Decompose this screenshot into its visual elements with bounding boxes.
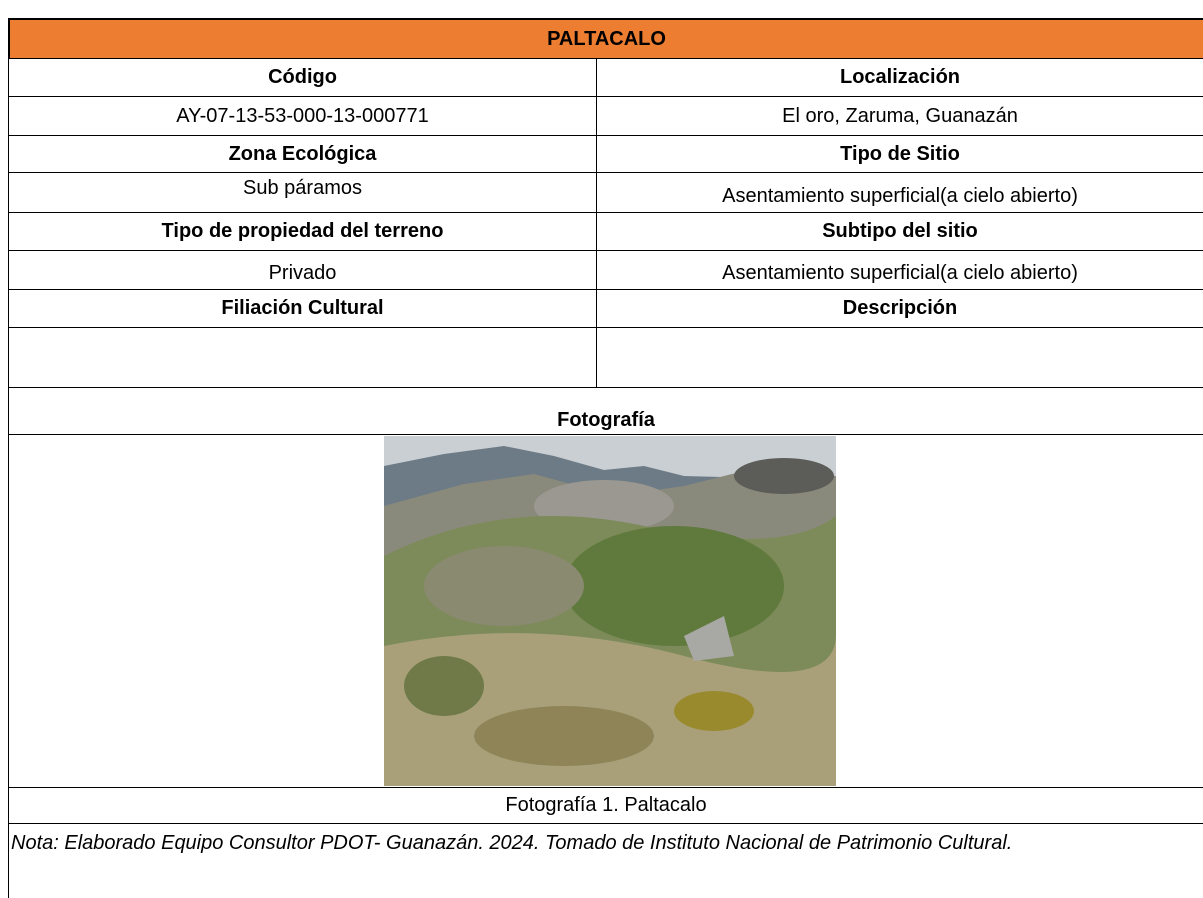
- field-label: Código: [8, 58, 596, 96]
- field-value: Asentamiento superficial(a cielo abierto…: [596, 172, 1203, 212]
- field-label: Localización: [596, 58, 1203, 96]
- field-label: Subtipo del sitio: [596, 212, 1203, 250]
- field-value: El oro, Zaruma, Guanazán: [596, 96, 1203, 135]
- empty-cell: [596, 327, 1203, 387]
- field-label: Filiación Cultural: [8, 289, 596, 327]
- field-label: Tipo de propiedad del terreno: [8, 212, 596, 250]
- field-value: AY-07-13-53-000-13-000771: [8, 96, 596, 135]
- field-value: Asentamiento superficial(a cielo abierto…: [596, 250, 1203, 289]
- field-label: Tipo de Sitio: [596, 135, 1203, 172]
- field-label: Zona Ecológica: [8, 135, 596, 172]
- field-label: Descripción: [596, 289, 1203, 327]
- photo-heading: Fotografía: [8, 387, 1203, 434]
- field-value: Sub páramos: [8, 172, 596, 212]
- table-title: PALTACALO: [8, 18, 1203, 58]
- field-value: Privado: [8, 250, 596, 289]
- note: Nota: Elaborado Equipo Consultor PDOT- G…: [8, 823, 1203, 898]
- empty-cell: [8, 327, 596, 387]
- photo: [384, 436, 836, 786]
- photo-cell: [8, 434, 1203, 787]
- photo-caption: Fotografía 1. Paltacalo: [8, 787, 1203, 823]
